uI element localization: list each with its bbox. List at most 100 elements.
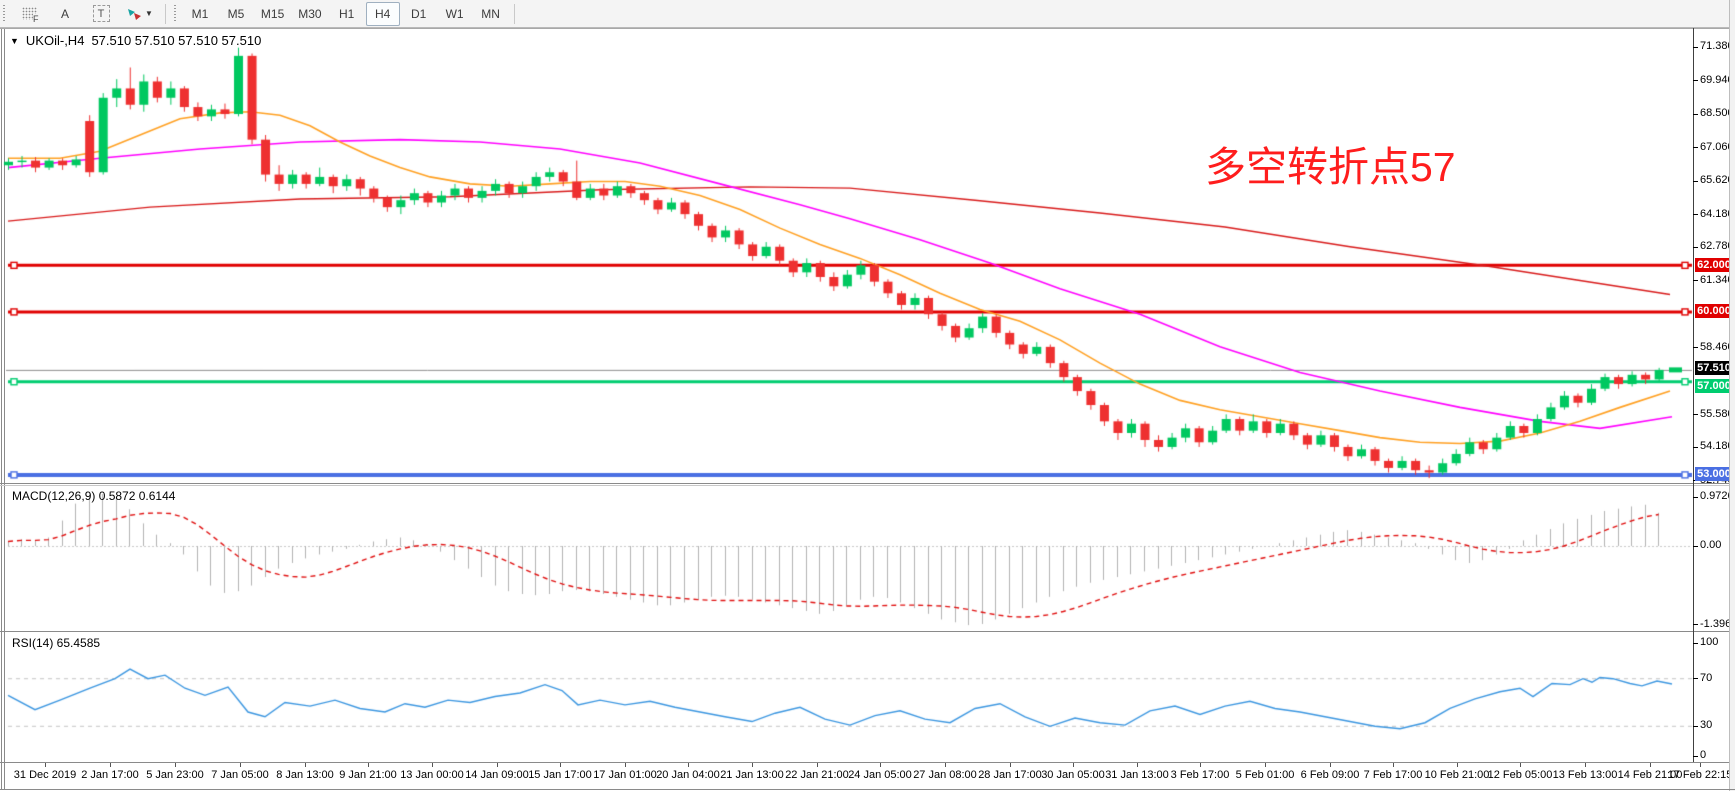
time-tick bbox=[1700, 763, 1701, 767]
time-tick bbox=[880, 763, 881, 767]
price-axis-border bbox=[1693, 28, 1694, 762]
time-tick bbox=[240, 763, 241, 767]
timeframe-m30-button[interactable]: M30 bbox=[298, 6, 322, 21]
axis-tick bbox=[1693, 47, 1698, 48]
macd-panel-canvas[interactable] bbox=[0, 486, 1693, 631]
axis-tick bbox=[1693, 497, 1698, 498]
time-label: 31 Jan 13:00 bbox=[1105, 769, 1169, 781]
time-tick bbox=[305, 763, 306, 767]
axis-tick bbox=[1693, 347, 1698, 348]
panel-splitter-1[interactable] bbox=[0, 483, 1735, 484]
time-label: 7 Jan 05:00 bbox=[211, 769, 269, 781]
toolbar-separator bbox=[164, 3, 166, 24]
time-tick bbox=[688, 763, 689, 767]
price-axis-label: 58.460 bbox=[1700, 340, 1734, 353]
letter-a-button[interactable]: A bbox=[48, 2, 82, 26]
price-axis-label: 54.180 bbox=[1700, 440, 1734, 453]
current-price-badge: 57.510 bbox=[1695, 361, 1733, 375]
time-label: 8 Jan 13:00 bbox=[276, 769, 334, 781]
panel-splitter-2[interactable] bbox=[0, 631, 1735, 632]
axis-tick bbox=[1693, 447, 1698, 448]
time-label: 3 Feb 17:00 bbox=[1170, 769, 1230, 781]
price-axis-label: 67.060 bbox=[1700, 140, 1734, 153]
text-box-icon: T bbox=[92, 5, 110, 22]
ohlc-values: 57.510 57.510 57.510 57.510 bbox=[91, 33, 262, 48]
timeframe-m1-button[interactable]: M1 bbox=[191, 6, 209, 21]
time-tick bbox=[110, 763, 111, 767]
timeframe-w1-button[interactable]: W1 bbox=[445, 6, 464, 21]
letter-a-icon: A bbox=[60, 6, 69, 21]
grid-f-button[interactable]: F bbox=[12, 2, 46, 26]
time-label: 13 Jan 00:00 bbox=[400, 769, 464, 781]
rsi-label: RSI(14) 65.4585 bbox=[12, 636, 101, 650]
time-label: 28 Jan 17:00 bbox=[978, 769, 1042, 781]
time-tick bbox=[817, 763, 818, 767]
chevron-down-icon: ▼ bbox=[145, 9, 153, 18]
time-tick bbox=[497, 763, 498, 767]
price-axis-label: 64.180 bbox=[1700, 207, 1734, 220]
rsi-axis-label: 0 bbox=[1700, 749, 1707, 761]
symbol-label: UKOil-,H4 bbox=[25, 33, 85, 48]
rsi-axis-label: 30 bbox=[1700, 719, 1713, 732]
price-axis-label: 61.340 bbox=[1700, 273, 1734, 286]
time-label: 10 Feb 21:00 bbox=[1424, 769, 1490, 781]
toolbar-drag-handle-2[interactable] bbox=[173, 4, 179, 23]
price-axis-label: 65.620 bbox=[1700, 174, 1734, 187]
timeframe-d1-button[interactable]: D1 bbox=[410, 6, 427, 21]
time-tick bbox=[1650, 763, 1651, 767]
price-axis-label: 62.780 bbox=[1700, 240, 1734, 253]
axis-tick bbox=[1693, 756, 1698, 757]
chart-title: ▼ UKOil-,H4 57.510 57.510 57.510 57.510 bbox=[10, 33, 261, 48]
rsi-panel-canvas[interactable] bbox=[0, 633, 1693, 762]
time-label: 22 Jan 21:00 bbox=[785, 769, 849, 781]
time-tick bbox=[752, 763, 753, 767]
timeframe-m5-button[interactable]: M5 bbox=[227, 6, 245, 21]
time-label: 5 Jan 23:00 bbox=[146, 769, 204, 781]
toolbar-drag-handle[interactable] bbox=[3, 4, 8, 23]
price-annotation: 多空转折点57 bbox=[1205, 144, 1456, 190]
time-label: 27 Jan 08:00 bbox=[913, 769, 977, 781]
time-tick bbox=[625, 763, 626, 767]
time-label: 30 Jan 05:00 bbox=[1041, 769, 1105, 781]
text-box-button[interactable]: T bbox=[84, 2, 118, 26]
arrow-style-icon bbox=[128, 8, 141, 20]
time-tick bbox=[1330, 763, 1331, 767]
toolbar-separator-2 bbox=[513, 3, 515, 24]
time-label: 14 Feb 21:00 bbox=[1617, 769, 1683, 781]
time-label: 17 Feb 22:15 bbox=[1667, 769, 1733, 781]
toolbar: F A T ▼ M1 M5 M15 M30 H1 H4 D1 W1 MN bbox=[0, 0, 1735, 28]
price-axis-label: 55.580 bbox=[1700, 407, 1734, 420]
timeframe-mn-button[interactable]: MN bbox=[481, 6, 500, 21]
axis-tick bbox=[1693, 546, 1698, 547]
macd-axis-label: 0.9726 bbox=[1700, 490, 1734, 502]
time-tick bbox=[1457, 763, 1458, 767]
time-tick bbox=[1393, 763, 1394, 767]
axis-tick bbox=[1693, 114, 1698, 115]
time-label: 7 Feb 17:00 bbox=[1363, 769, 1423, 781]
axis-tick bbox=[1693, 80, 1698, 81]
rsi-axis-label: 100 bbox=[1700, 636, 1719, 648]
time-tick bbox=[1520, 763, 1521, 767]
timeframe-m15-button[interactable]: M15 bbox=[260, 6, 285, 21]
axis-tick bbox=[1693, 181, 1698, 182]
symbol-dropdown-icon[interactable]: ▼ bbox=[10, 35, 19, 46]
timeframe-group: M1 M5 M15 M30 H1 H4 D1 W1 MN bbox=[182, 1, 509, 26]
timeframe-h1-button[interactable]: H1 bbox=[338, 6, 355, 21]
time-tick bbox=[1265, 763, 1266, 767]
time-label: 2 Jan 17:00 bbox=[81, 769, 139, 781]
macd-label: MACD(12,26,9) 0.5872 0.6144 bbox=[12, 489, 176, 503]
axis-tick bbox=[1693, 643, 1698, 644]
time-label: 24 Jan 05:00 bbox=[848, 769, 912, 781]
time-tick bbox=[560, 763, 561, 767]
level-badge-60.000: 60.000 bbox=[1695, 304, 1733, 318]
time-tick bbox=[1073, 763, 1074, 767]
price-axis-label: 68.500 bbox=[1700, 107, 1734, 120]
time-label: 14 Jan 09:00 bbox=[465, 769, 529, 781]
timeframe-h4-button[interactable]: H4 bbox=[365, 1, 400, 26]
level-badge-57.000: 57.000 bbox=[1695, 379, 1733, 393]
time-tick bbox=[1585, 763, 1586, 767]
main-chart-canvas[interactable] bbox=[0, 28, 1693, 483]
time-tick bbox=[1200, 763, 1201, 767]
arrow-style-button[interactable]: ▼ bbox=[120, 2, 159, 26]
